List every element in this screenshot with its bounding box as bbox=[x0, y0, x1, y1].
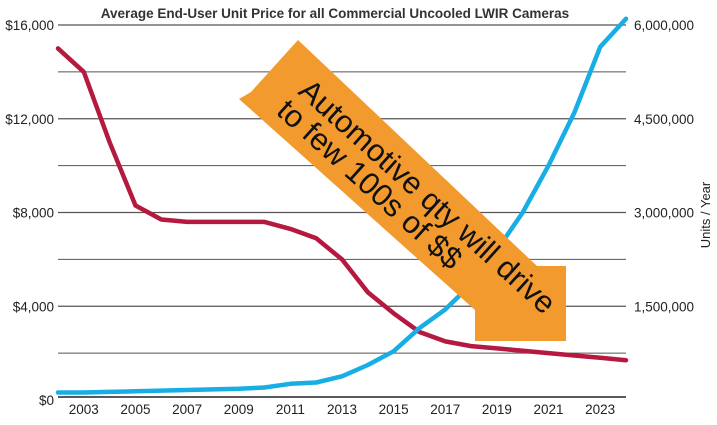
left-axis-ticks: $0 $4,000 $8,000 $12,000 $16,000 bbox=[5, 18, 54, 408]
x-tick-label: 2007 bbox=[172, 402, 202, 417]
price-series-line bbox=[55, 46, 629, 363]
x-tick-label: 2009 bbox=[224, 402, 254, 417]
x-tick-label: 2019 bbox=[482, 402, 512, 417]
left-tick-label: $0 bbox=[39, 393, 54, 408]
x-tick-label: 2021 bbox=[534, 402, 564, 417]
left-tick-label: $8,000 bbox=[13, 206, 54, 221]
right-tick-label: 4,500,000 bbox=[634, 112, 694, 127]
x-tick-label: 2017 bbox=[430, 402, 460, 417]
annotation-arrow-shape bbox=[239, 40, 566, 341]
right-tick-label: 1,500,000 bbox=[634, 299, 694, 314]
x-tick-label: 2013 bbox=[327, 402, 357, 417]
right-tick-label: 3,000,000 bbox=[634, 206, 694, 221]
x-axis-ticks: 2003 2005 2007 2009 2011 2013 2015 2017 2019 2021… bbox=[69, 402, 615, 417]
units-series-line bbox=[55, 16, 629, 395]
series-lines bbox=[55, 16, 629, 395]
right-tick-label: 6,000,000 bbox=[634, 18, 694, 33]
right-axis-ticks: 1,500,000 3,000,000 4,500,000 6,000,000 bbox=[634, 18, 694, 314]
right-axis-label: Units / Year bbox=[698, 181, 713, 248]
x-tick-label: 2015 bbox=[379, 402, 409, 417]
x-tick-label: 2003 bbox=[69, 402, 99, 417]
x-tick-label: 2023 bbox=[585, 402, 615, 417]
left-tick-label: $16,000 bbox=[5, 18, 54, 33]
chart-title: Average End-User Unit Price for all Comm… bbox=[101, 6, 569, 21]
left-tick-label: $4,000 bbox=[13, 299, 54, 314]
annotation-arrow: Automotive qty will drive to few 100s of… bbox=[239, 40, 566, 341]
x-tick-label: 2005 bbox=[120, 402, 150, 417]
left-tick-label: $12,000 bbox=[5, 112, 54, 127]
x-tick-label: 2011 bbox=[276, 402, 305, 417]
annotation-line-1: Automotive qty will drive bbox=[292, 72, 563, 321]
